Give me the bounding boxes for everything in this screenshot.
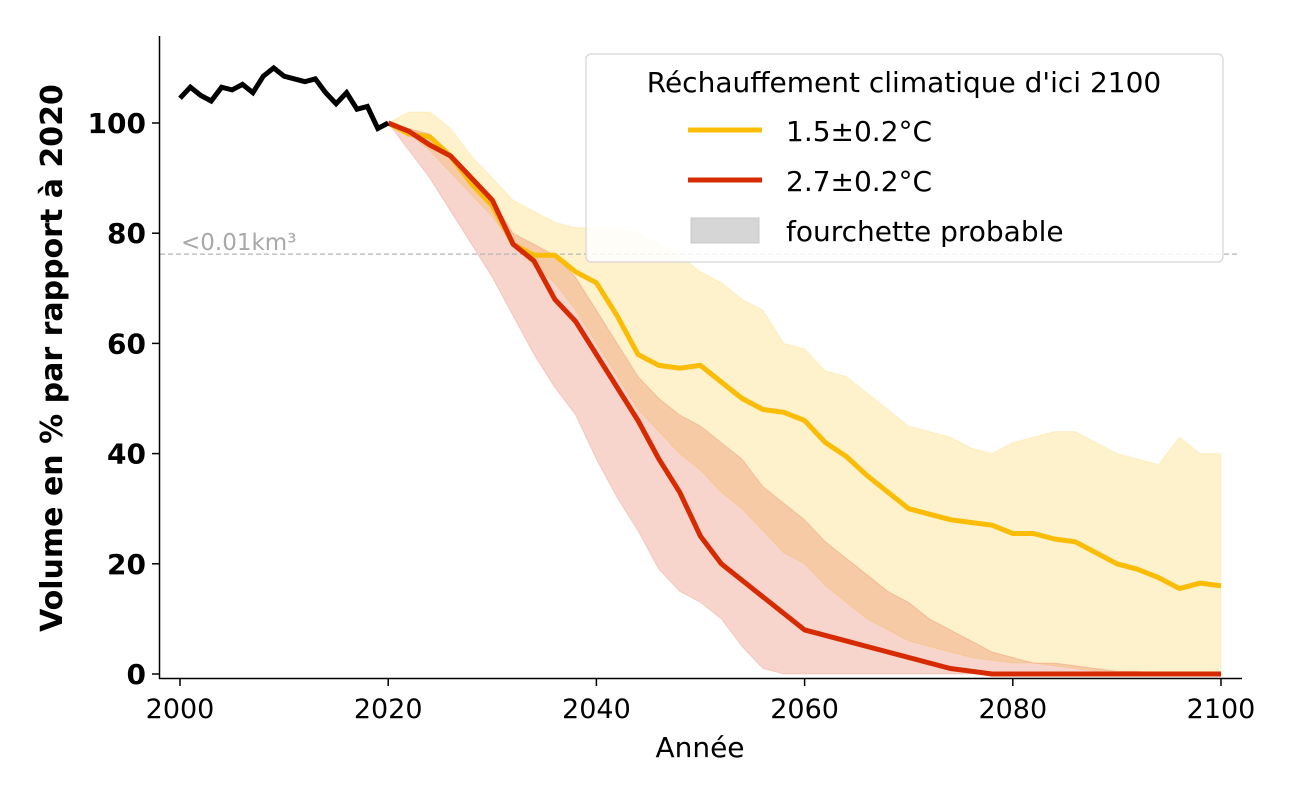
legend-label-range: fourchette probable xyxy=(786,215,1064,248)
y-axis-label: Volume en % par rapport à 2020 xyxy=(35,84,70,632)
y-tick-label: 60 xyxy=(107,327,146,360)
y-tick-label: 100 xyxy=(88,107,146,140)
legend-label-1-5c: 1.5±0.2°C xyxy=(786,115,932,148)
x-tick-label: 2100 xyxy=(1187,694,1256,725)
x-tick-label: 2080 xyxy=(978,694,1047,725)
y-tick-label: 0 xyxy=(127,658,146,691)
legend-frame xyxy=(585,53,1224,263)
threshold-label: <0.01km³ xyxy=(181,230,296,256)
legend-label-2-7c: 2.7±0.2°C xyxy=(786,165,932,198)
y-tick-label: 20 xyxy=(107,548,146,581)
x-tick-label: 2060 xyxy=(770,694,839,725)
y-tick-label: 80 xyxy=(107,217,146,250)
y-ticks: 0 20 40 60 80 100 xyxy=(88,107,159,691)
lines-layer xyxy=(178,64,1222,677)
x-axis-label: Année xyxy=(655,731,744,764)
x-ticks: 2000 2020 2040 2060 2080 2100 xyxy=(146,679,1256,725)
legend: Réchauffement climatique d'ici 2100 1.5±… xyxy=(585,53,1224,263)
x-tick-label: 2040 xyxy=(562,694,631,725)
historical-line xyxy=(178,64,390,132)
y-tick-label: 40 xyxy=(107,438,146,471)
x-tick-label: 2000 xyxy=(146,694,215,725)
legend-swatch-range xyxy=(690,217,760,244)
x-tick-label: 2020 xyxy=(354,694,423,725)
series-line-2-7-0-2-C xyxy=(387,120,1221,677)
legend-title: Réchauffement climatique d'ici 2100 xyxy=(647,66,1162,99)
series-line-1-5-0-2-C xyxy=(387,120,1222,592)
